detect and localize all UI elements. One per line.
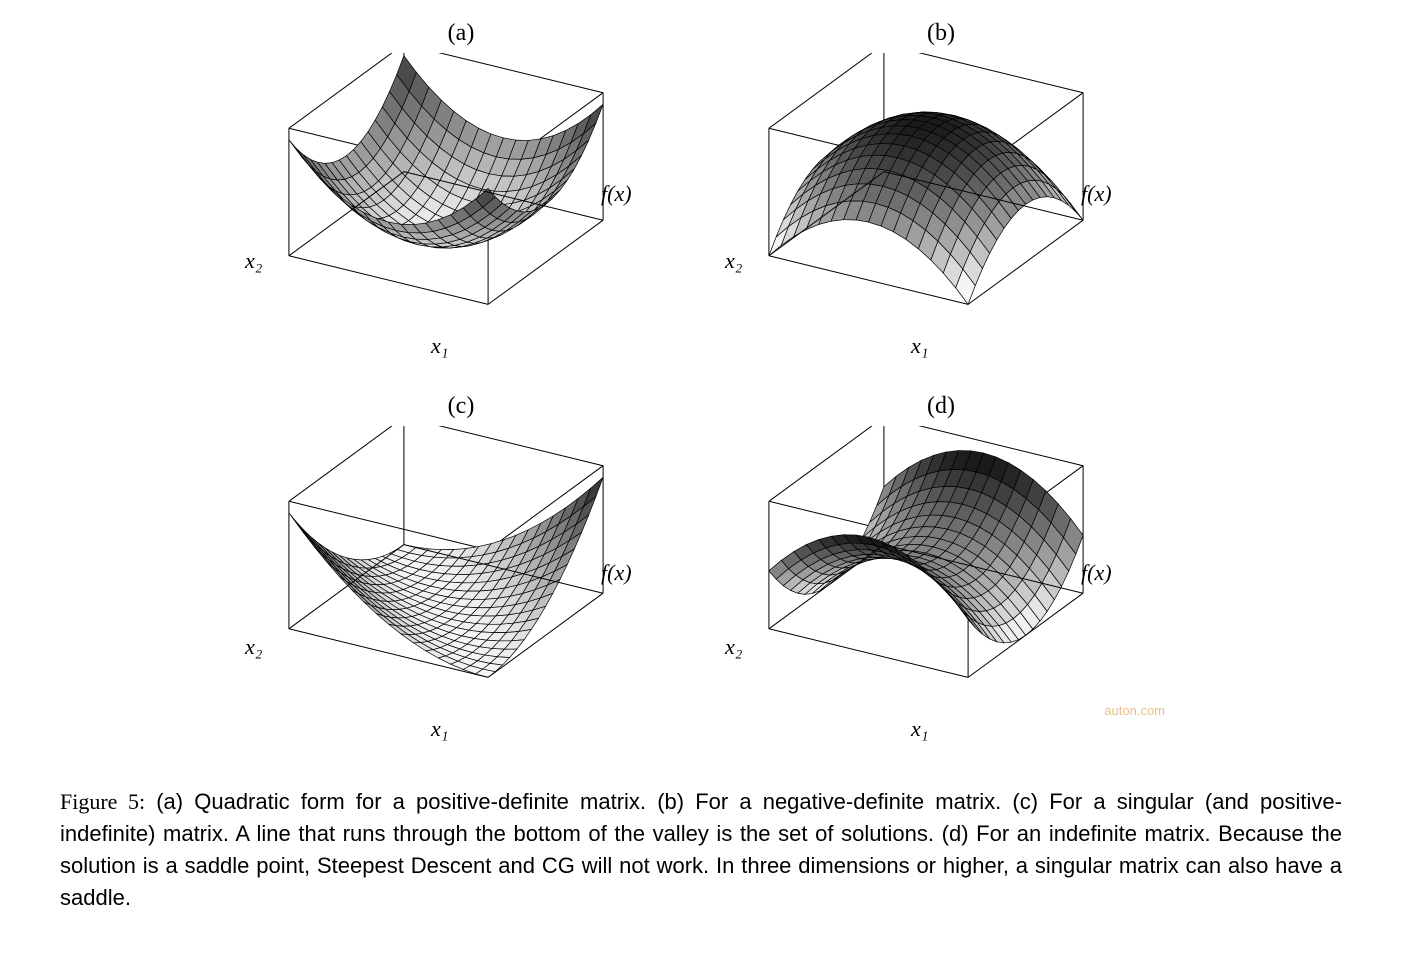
panel-c-x2-label: x₂ (245, 634, 262, 660)
panel-b: (b) x₂ x₁ f(x) (721, 20, 1161, 363)
panel-b-label: (b) (721, 20, 1161, 47)
panel-c-fx-label: f(x) (601, 560, 632, 586)
panel-a-fx-label: f(x) (601, 181, 632, 207)
panel-a-label: (a) (241, 20, 681, 47)
panel-d-plot: x₂ x₁ f(x) auton.com (721, 426, 1161, 736)
caption-a: (a) Quadratic form for a positive-defini… (156, 789, 646, 814)
panel-c: (c) x₂ x₁ f(x) (241, 393, 681, 736)
panel-a-surface (241, 53, 681, 363)
panel-b-x1-label: x₁ (911, 333, 928, 359)
panel-a: (a) x₂ x₁ f(x) (241, 20, 681, 363)
panel-a-plot: x₂ x₁ f(x) (241, 53, 681, 363)
panel-b-fx-label: f(x) (1081, 181, 1112, 207)
panel-b-plot: x₂ x₁ f(x) (721, 53, 1161, 363)
caption-lead: Figure 5: (60, 789, 145, 814)
panel-a-x2-label: x₂ (245, 248, 262, 274)
panel-d-label: (d) (721, 393, 1161, 420)
panel-c-plot: x₂ x₁ f(x) (241, 426, 681, 736)
caption-b: (b) For a negative-definite matrix. (657, 789, 1001, 814)
figure-caption: Figure 5: (a) Quadratic form for a posit… (60, 786, 1342, 914)
panel-a-x1-label: x₁ (431, 333, 448, 359)
panel-c-x1-label: x₁ (431, 716, 448, 742)
panel-d-x1-label: x₁ (911, 716, 928, 742)
panel-d-fx-label: f(x) (1081, 560, 1112, 586)
figure-grid: (a) x₂ x₁ f(x) (b) x₂ x₁ f(x) (c) x₂ x₁ … (241, 20, 1161, 736)
panel-c-label: (c) (241, 393, 681, 420)
panel-b-surface (721, 53, 1161, 363)
panel-d: (d) x₂ x₁ f(x) auton.com (721, 393, 1161, 736)
panel-d-x2-label: x₂ (725, 634, 742, 660)
panel-b-x2-label: x₂ (725, 248, 742, 274)
